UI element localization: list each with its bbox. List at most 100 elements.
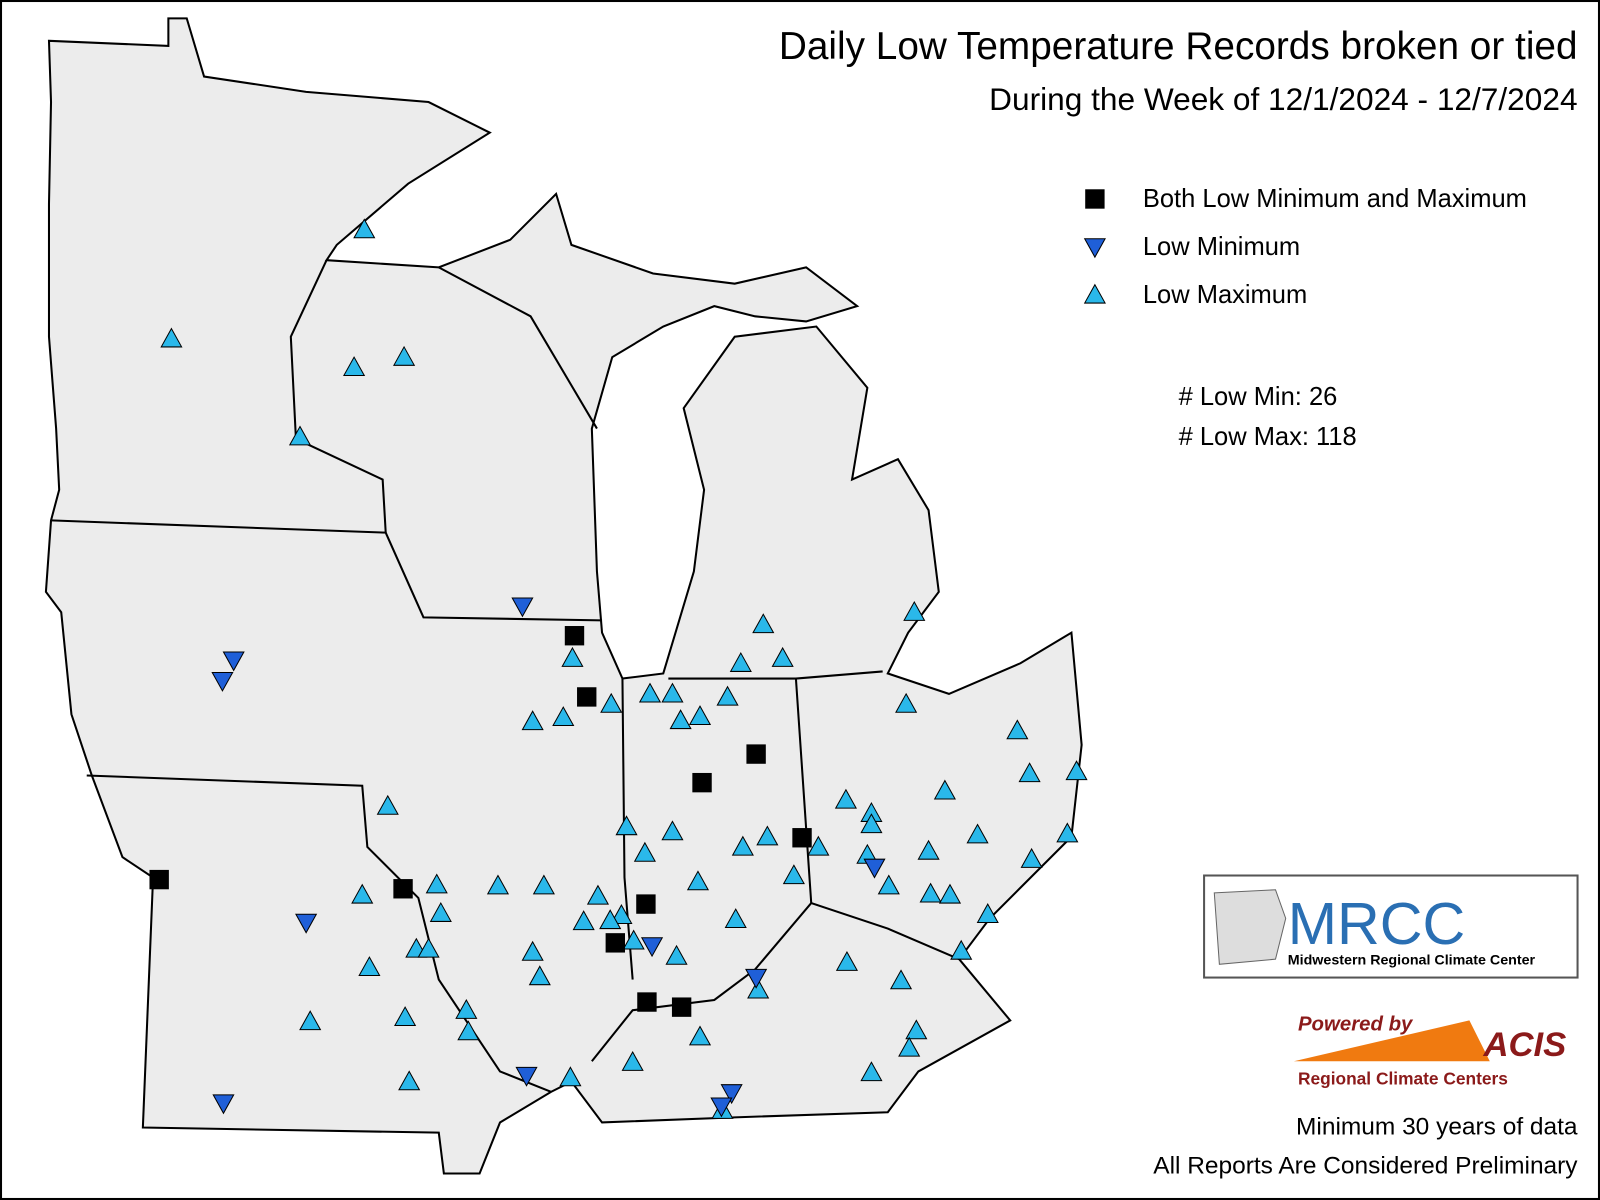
square-marker xyxy=(1085,189,1105,209)
square-marker xyxy=(692,772,712,793)
square-marker xyxy=(564,626,585,646)
up-marker xyxy=(771,646,794,667)
legend-label: Both Low Minimum and Maximum xyxy=(1143,185,1527,213)
up-marker xyxy=(919,882,942,903)
square-marker xyxy=(792,828,812,848)
up-marker xyxy=(160,327,183,348)
acis-text: ACIS xyxy=(1482,1026,1566,1064)
up-marker xyxy=(358,956,381,977)
up-marker xyxy=(600,692,623,713)
up-marker xyxy=(552,706,575,727)
up-marker xyxy=(621,1050,644,1071)
down-marker xyxy=(515,1066,538,1087)
down-marker xyxy=(212,1094,235,1115)
up-marker xyxy=(895,692,918,713)
square-marker xyxy=(149,869,169,890)
legend-label: Low Minimum xyxy=(1143,233,1300,261)
up-marker xyxy=(351,883,374,904)
count-label: # Low Min: xyxy=(1179,383,1302,411)
down-marker xyxy=(710,1097,733,1118)
up-marker xyxy=(633,841,656,862)
up-marker xyxy=(716,685,739,706)
count: # Low Min: 26 xyxy=(1179,383,1338,411)
down-marker xyxy=(211,671,234,692)
up-marker xyxy=(622,929,645,950)
down-marker xyxy=(720,1084,743,1105)
up-marker xyxy=(429,902,452,922)
up-marker xyxy=(661,820,684,841)
square-marker xyxy=(637,992,657,1012)
up-marker xyxy=(835,950,859,971)
up-marker xyxy=(807,835,830,856)
up-marker xyxy=(1006,719,1029,740)
up-marker xyxy=(933,779,956,800)
mrcc-text: MRCC xyxy=(1288,890,1465,957)
up-marker xyxy=(343,356,366,377)
legend-label: Low Maximum xyxy=(1143,281,1307,309)
rcc-text: Regional Climate Centers xyxy=(1298,1069,1508,1089)
up-marker xyxy=(1056,822,1079,843)
up-marker xyxy=(417,937,440,958)
square-marker xyxy=(605,933,625,953)
up-marker xyxy=(610,904,633,924)
up-marker xyxy=(686,870,710,891)
square-marker xyxy=(577,687,597,707)
up-marker xyxy=(669,709,692,730)
up-marker xyxy=(903,600,926,621)
up-marker xyxy=(905,1019,928,1040)
powered-by: Powered by xyxy=(1298,1014,1414,1036)
up-marker xyxy=(425,873,448,894)
down-marker xyxy=(1083,238,1106,259)
up-marker xyxy=(731,835,754,856)
up-marker xyxy=(752,613,775,634)
up-marker xyxy=(486,874,510,895)
up-marker xyxy=(1018,762,1041,783)
square-marker xyxy=(636,894,656,914)
down-marker xyxy=(511,597,534,618)
up-marker xyxy=(938,883,962,904)
up-marker xyxy=(834,788,857,809)
up-marker xyxy=(688,1025,712,1046)
up-marker xyxy=(398,1070,421,1091)
up-marker xyxy=(966,823,989,844)
down-marker xyxy=(222,651,245,672)
note: All Reports Are Considered Preliminary xyxy=(1153,1152,1578,1179)
up-marker xyxy=(572,910,595,931)
up-marker xyxy=(976,903,999,923)
count-value: 118 xyxy=(1316,423,1357,451)
up-marker xyxy=(950,939,973,960)
up-marker xyxy=(586,884,610,905)
up-marker xyxy=(860,813,883,834)
up-marker xyxy=(638,682,662,703)
square-marker xyxy=(746,744,766,764)
down-marker xyxy=(295,913,318,934)
count: # Low Max: 118 xyxy=(1179,423,1357,451)
acis-logo: Powered by ACIS Regional Climate Centers xyxy=(1293,1014,1566,1089)
square-marker xyxy=(393,879,413,899)
markers xyxy=(149,218,1088,1119)
up-marker xyxy=(528,965,551,986)
note: Minimum 30 years of data xyxy=(1296,1114,1578,1141)
up-marker xyxy=(724,908,747,929)
title: Daily Low Temperature Records broken or … xyxy=(779,25,1578,68)
up-marker xyxy=(917,839,940,860)
down-marker xyxy=(640,937,664,958)
up-marker xyxy=(288,425,312,446)
up-marker xyxy=(1020,847,1043,868)
up-marker xyxy=(756,825,779,846)
up-marker xyxy=(615,815,638,836)
down-marker xyxy=(745,968,768,989)
up-marker xyxy=(299,1010,322,1031)
up-marker xyxy=(561,646,584,667)
up-marker xyxy=(521,940,544,961)
up-marker xyxy=(665,944,688,965)
up-marker xyxy=(376,794,399,815)
up-marker xyxy=(455,998,478,1019)
mrcc-logo: MRCC Midwestern Regional Climate Center xyxy=(1203,874,1579,979)
count-value: 26 xyxy=(1309,383,1337,411)
up-marker xyxy=(898,1036,921,1057)
down-marker xyxy=(863,858,886,879)
up-marker xyxy=(860,1061,883,1082)
up-marker xyxy=(532,874,555,895)
